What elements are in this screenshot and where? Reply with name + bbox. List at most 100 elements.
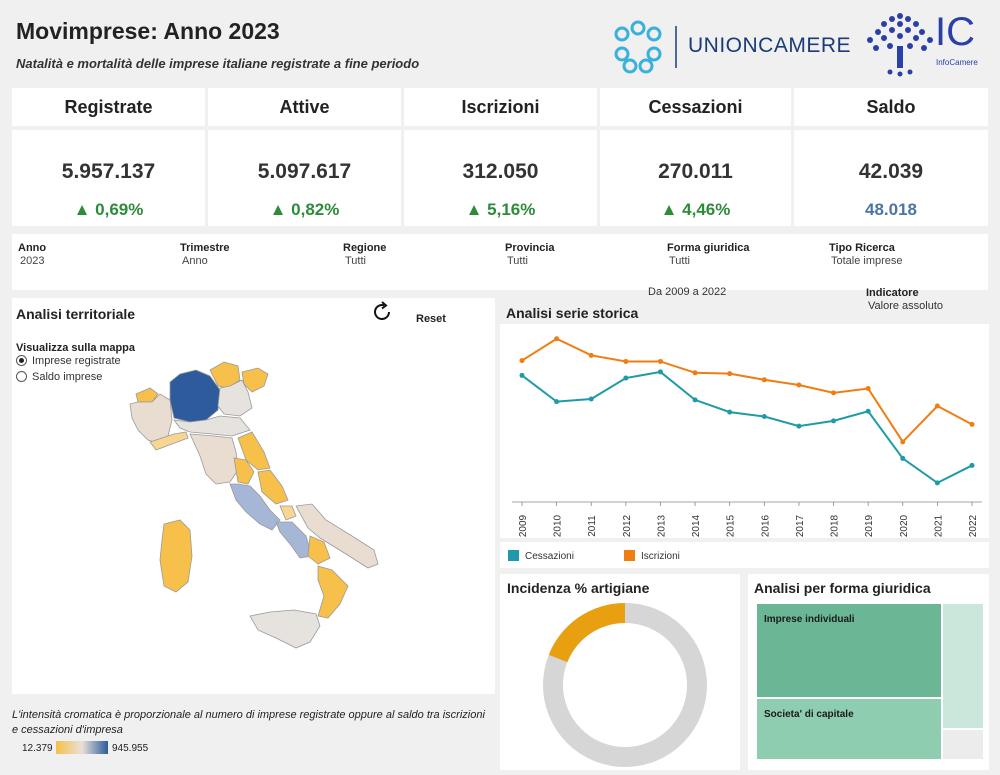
filter-forma-giuridica[interactable]: Forma giuridica Tutti — [667, 242, 750, 267]
treemap-cell[interactable] — [943, 604, 983, 728]
x-tick-label: 2019 — [864, 514, 875, 537]
filter-label: Forma giuridica — [667, 242, 750, 254]
infocamere-logo-text: IC — [935, 10, 975, 54]
data-point-iscrizioni[interactable] — [934, 403, 940, 409]
data-point-cessazioni[interactable] — [831, 418, 837, 424]
filter-value: Totale imprese — [831, 255, 903, 267]
filter-regione[interactable]: Regione Tutti — [343, 242, 386, 267]
x-tick-label: 2012 — [622, 514, 633, 537]
region-piemonte — [129, 393, 173, 445]
region-abruzzo — [257, 469, 289, 505]
x-tick-label: 2018 — [830, 514, 841, 537]
timeseries-chart[interactable]: 2009 2010 2011 2012 2013 2014 2015 2016 2017 2018… — [500, 320, 989, 542]
region-valle-d-aosta — [135, 387, 159, 403]
data-point-iscrizioni[interactable] — [969, 421, 975, 427]
filter-label: Anno — [18, 242, 47, 254]
reset-icon[interactable] — [370, 300, 394, 324]
data-point-cessazioni[interactable] — [588, 396, 594, 402]
kpi-card-saldo: 42.039 48.018 — [794, 130, 988, 226]
legend-item-cessazioni[interactable]: Cessazioni — [508, 550, 574, 562]
map-legend-max: 945.955 — [112, 743, 149, 754]
data-point-cessazioni[interactable] — [623, 375, 629, 381]
treemap-cell[interactable] — [943, 730, 983, 759]
italy-map[interactable] — [120, 360, 390, 660]
kpi-header-registrate: Registrate — [12, 88, 205, 126]
data-point-cessazioni[interactable] — [554, 399, 560, 405]
map-legend-min: 12.379 — [22, 743, 53, 754]
kpi-value: 42.039 — [858, 160, 924, 183]
radio-unselected-icon — [16, 371, 27, 382]
page-title: Movimprese: Anno 2023 — [16, 18, 280, 44]
region-sardegna — [159, 519, 193, 593]
x-tick-label: 2016 — [760, 514, 771, 537]
map-note: L'intensità cromatica è proporzionale al… — [12, 709, 485, 736]
data-point-iscrizioni[interactable] — [554, 336, 560, 342]
data-point-cessazioni[interactable] — [865, 408, 871, 414]
indicator-value[interactable]: Valore assoluto — [868, 300, 944, 312]
treemap-imprese-individuali[interactable]: Imprese individuali — [757, 604, 941, 697]
region-campania — [275, 521, 313, 559]
data-point-cessazioni[interactable] — [796, 423, 802, 429]
filter-trimestre[interactable]: Trimestre Anno — [180, 242, 230, 267]
donut-segment-artigiane[interactable] — [548, 603, 625, 663]
data-point-cessazioni[interactable] — [692, 397, 698, 403]
filter-anno[interactable]: Anno 2023 — [18, 242, 46, 267]
kpi-card-registrate: 5.957.137 ▲ 0,69% — [12, 130, 205, 226]
timeseries-legend: Cessazioni Iscrizioni — [500, 542, 989, 568]
reset-button[interactable]: Reset — [416, 313, 446, 325]
infocamere-logo-subtext: InfoCamere — [936, 58, 978, 67]
data-point-iscrizioni[interactable] — [692, 370, 698, 376]
data-point-iscrizioni[interactable] — [623, 358, 629, 364]
data-point-iscrizioni[interactable] — [831, 390, 837, 396]
kpi-delta: 48.018 — [865, 200, 917, 219]
kpi-value: 5.097.617 — [257, 160, 352, 183]
page-subtitle: Natalità e mortalità delle imprese itali… — [16, 56, 420, 71]
region-liguria — [149, 431, 189, 451]
x-tick-label: 2015 — [726, 514, 737, 537]
x-tick-label: 2022 — [968, 514, 979, 537]
kpi-value: 270.011 — [658, 160, 733, 183]
timeseries-title: Analisi serie storica — [506, 305, 639, 321]
infocamere-logo — [867, 13, 933, 77]
territorial-title: Analisi territoriale — [16, 306, 136, 322]
map-display-label: Visualizza sulla mappa — [16, 342, 136, 354]
region-basilicata — [307, 535, 331, 565]
data-point-cessazioni[interactable] — [657, 369, 663, 375]
region-calabria — [317, 565, 349, 619]
data-point-cessazioni[interactable] — [519, 372, 525, 378]
kpi-header-saldo: Saldo — [794, 88, 988, 126]
data-point-iscrizioni[interactable] — [900, 439, 906, 445]
data-point-cessazioni[interactable] — [727, 409, 733, 415]
kpi-delta: ▲ 0,69% — [73, 200, 144, 219]
artigiane-donut[interactable] — [540, 600, 710, 770]
x-tick-label: 2013 — [656, 514, 667, 537]
data-point-iscrizioni[interactable] — [865, 386, 871, 392]
data-point-iscrizioni[interactable] — [519, 358, 525, 364]
forma-giuridica-title: Analisi per forma giuridica — [754, 580, 931, 596]
filter-tipo-ricerca[interactable]: Tipo Ricerca Totale imprese — [829, 242, 903, 267]
data-point-cessazioni[interactable] — [969, 462, 975, 468]
region-umbria — [233, 457, 255, 485]
data-point-cessazioni[interactable] — [761, 413, 767, 419]
data-point-cessazioni[interactable] — [900, 455, 906, 461]
data-point-cessazioni[interactable] — [934, 480, 940, 486]
legend-label: Cessazioni — [525, 551, 574, 562]
data-point-iscrizioni[interactable] — [727, 371, 733, 377]
data-point-iscrizioni[interactable] — [796, 382, 802, 388]
filter-label: Provincia — [505, 242, 555, 254]
filter-provincia[interactable]: Provincia Tutti — [505, 242, 555, 267]
radio-saldo-imprese[interactable]: Saldo imprese — [16, 371, 102, 383]
region-puglia — [295, 503, 379, 569]
legend-item-iscrizioni[interactable]: Iscrizioni — [624, 550, 680, 562]
data-point-iscrizioni[interactable] — [657, 358, 663, 364]
treemap-societa-capitale[interactable]: Societa' di capitale — [757, 699, 941, 759]
data-point-iscrizioni[interactable] — [588, 352, 594, 358]
radio-imprese-registrate[interactable]: Imprese registrate — [16, 355, 121, 367]
series-line-cessazioni — [521, 370, 973, 485]
filter-value: Tutti — [507, 255, 528, 267]
filter-value: Anno — [182, 255, 208, 267]
data-point-iscrizioni[interactable] — [761, 377, 767, 383]
region-veneto — [217, 379, 253, 417]
filter-label: Trimestre — [180, 242, 230, 254]
x-tick-label: 2020 — [899, 514, 910, 537]
